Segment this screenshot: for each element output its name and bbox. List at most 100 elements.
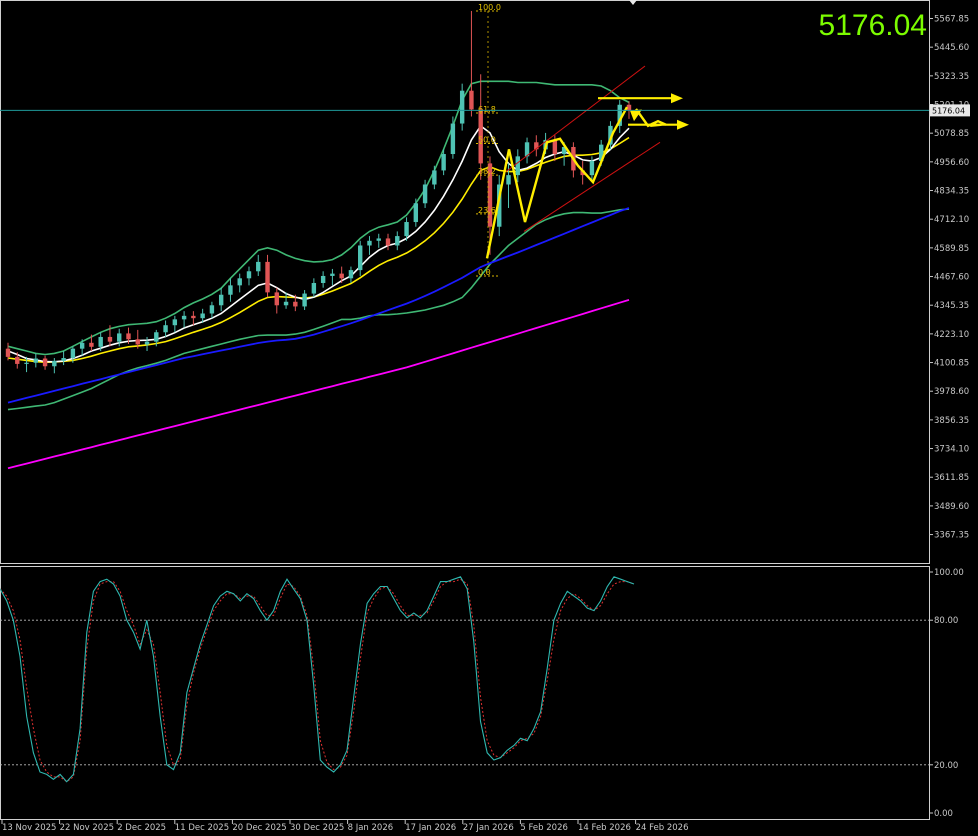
candle-body [228, 285, 233, 295]
stochastic-oscillator [0, 576, 929, 783]
price-tick-label: 4956.60 [934, 158, 969, 168]
ma-slow-line [7, 207, 630, 404]
price-tick-label: 4100.85 [934, 359, 969, 369]
time-tick-label: 30 Dec 2025 [290, 823, 344, 833]
fib-level-label: 23.6 [478, 206, 496, 215]
price-tick-label: 5323.35 [934, 72, 969, 82]
candle-body [89, 342, 94, 347]
price-tick-label: 4589.85 [934, 244, 969, 254]
candle-body [561, 146, 567, 155]
candle-body [404, 222, 409, 237]
price-axis: 5567.855445.605323.355201.105078.854956.… [929, 15, 969, 541]
osc-main-line [0, 576, 635, 783]
osc-tick-label: 100.00 [934, 568, 964, 578]
ma-mid-line [7, 136, 630, 364]
candle-body [626, 104, 632, 111]
candle-body [98, 336, 103, 347]
candle-body [515, 156, 520, 176]
candle-body [524, 142, 530, 157]
fib-level-label: 38.2 [478, 167, 496, 176]
price-tick-label: 5567.85 [934, 15, 969, 25]
candle-body [478, 109, 483, 164]
candle-body [432, 170, 437, 185]
candle-body [293, 301, 298, 307]
candle-body [617, 104, 622, 126]
time-tick-label: 11 Dec 2025 [175, 823, 229, 833]
candle-body [191, 315, 196, 319]
osc-signal-line [0, 578, 635, 783]
time-tick-label: 24 Feb 2026 [636, 823, 689, 833]
candle-body [79, 342, 85, 349]
candle-body [552, 139, 558, 155]
candle-body [348, 270, 354, 279]
fib-level-label: 100.0 [478, 3, 501, 12]
bollinger-bands [7, 80, 630, 411]
yellow-annotations[interactable] [485, 93, 689, 259]
time-tick-label: 17 Jan 2026 [405, 823, 456, 833]
price-tick-label: 3611.85 [934, 473, 969, 483]
candle-body [24, 362, 29, 364]
candle-body [320, 275, 326, 284]
price-tick-label: 5078.85 [934, 129, 969, 139]
shift-marker-icon[interactable] [629, 0, 637, 5]
candle-body [413, 203, 419, 223]
channel-upper-line [505, 65, 646, 173]
fibonacci-retracement[interactable]: 100.0 61.8 50.0 38.2 23.6 0.0 [476, 3, 501, 277]
price-channel[interactable] [505, 65, 661, 232]
candle-body [144, 341, 150, 345]
candle-body [283, 301, 289, 306]
candle-body [246, 271, 252, 279]
small-arrow-head [650, 122, 662, 128]
band-lower-line [7, 208, 630, 411]
candle-body [200, 313, 205, 319]
candle-body [154, 332, 159, 342]
candle-body [135, 339, 140, 345]
time-tick-label: 8 Jan 2026 [348, 823, 394, 833]
current-price-tag-box [930, 104, 970, 117]
candle-body [385, 238, 391, 246]
time-tick-label: 22 Nov 2025 [60, 823, 114, 833]
candle-body [274, 292, 279, 306]
candle-body [42, 358, 48, 367]
osc-tick-label: 0.00 [934, 809, 953, 819]
candle-body [209, 305, 215, 314]
candle-body [450, 123, 456, 155]
time-tick-label: 14 Feb 2026 [578, 823, 631, 833]
ma-fast-line [7, 124, 630, 363]
candle-body [608, 125, 613, 145]
candle-body [339, 273, 344, 279]
candle-body [107, 336, 113, 342]
price-tick-label: 5445.60 [934, 43, 969, 53]
price-tick-label: 4712.10 [934, 215, 969, 225]
price-tick-label: 3856.35 [934, 416, 969, 426]
price-tick-label: 4223.10 [934, 330, 969, 340]
wave-path [485, 106, 629, 259]
candle-body [534, 142, 539, 150]
price-tick-label: 3367.35 [934, 531, 969, 541]
oscillator-axis: 100.00 80.00 20.00 0.00 [929, 568, 964, 819]
current-price-line: 5176.04 [0, 104, 970, 117]
time-tick-label: 13 Nov 2025 [2, 823, 56, 833]
fib-level-label: 50.0 [478, 135, 496, 144]
candle-body [469, 90, 474, 110]
price-tick-label: 3734.10 [934, 445, 969, 455]
candle-body [163, 325, 168, 333]
band-upper-line [7, 80, 630, 356]
small-arrow-head [630, 109, 642, 122]
price-tick-label: 4467.60 [934, 273, 969, 283]
moving-averages [7, 124, 630, 470]
target-arrow-lower-head [677, 119, 689, 130]
time-tick-label: 2 Dec 2025 [117, 823, 166, 833]
candle-body [441, 154, 446, 171]
time-axis: 13 Nov 2025 22 Nov 2025 2 Dec 2025 11 Dec 2… [1, 820, 689, 833]
price-tick-label: 4834.35 [934, 187, 969, 197]
candle-body [256, 261, 261, 272]
candle-body [358, 245, 363, 271]
candle-body [172, 319, 178, 326]
candle-body [126, 333, 131, 340]
channel-lower-line [523, 141, 661, 232]
current-price-tag-label: 5176.04 [932, 106, 965, 115]
candle-body [330, 273, 335, 276]
candle-body [5, 348, 11, 357]
